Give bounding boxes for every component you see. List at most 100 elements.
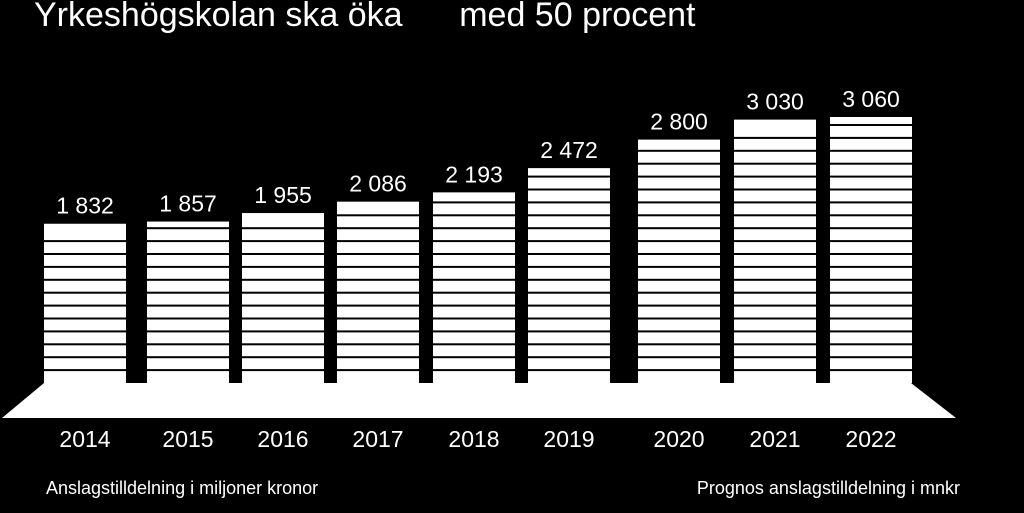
bar-stripe: [830, 124, 912, 126]
chart-floor: [2, 383, 956, 418]
value-label-2017: 2 086: [349, 171, 407, 197]
bar-stripe: [638, 240, 720, 243]
bar-stripe: [528, 214, 610, 217]
bar-stripe: [147, 253, 229, 255]
value-label-2019: 2 472: [540, 137, 598, 163]
bar-stripe: [242, 240, 324, 243]
bar-stripe: [830, 227, 912, 230]
bar-stripe: [337, 278, 419, 281]
bar-stripe: [242, 356, 324, 359]
bar-stripe: [734, 136, 816, 139]
bar-stripe: [830, 149, 912, 152]
bar-stripe: [638, 369, 720, 372]
bar-stripe: [147, 330, 229, 333]
bar-stripe: [242, 227, 324, 230]
bar-rect: [433, 192, 515, 383]
bar-stripe: [734, 149, 816, 152]
bar-stripe: [734, 201, 816, 204]
bar-stripe: [528, 253, 610, 255]
bar-2016: [242, 213, 324, 383]
bar-stripe: [337, 227, 419, 230]
bar-stripe: [337, 214, 419, 217]
bar-stripe: [734, 343, 816, 346]
bar-stripe: [734, 253, 816, 255]
bar-stripe: [337, 291, 419, 294]
bar-stripe: [433, 304, 515, 307]
bar-stripe: [242, 343, 324, 346]
bar-stripe: [337, 240, 419, 243]
bar-stripe: [528, 356, 610, 359]
bar-stripe: [433, 253, 515, 255]
bar-stripe: [242, 265, 324, 268]
bar-stripe: [433, 214, 515, 217]
bar-stripe: [147, 304, 229, 307]
bar-stripe: [830, 253, 912, 255]
bar-stripe: [337, 356, 419, 359]
bar-rect: [147, 221, 229, 383]
bar-stripe: [830, 265, 912, 268]
bar-stripe: [638, 317, 720, 320]
bar-stripe: [734, 214, 816, 217]
bar-stripe: [830, 278, 912, 281]
bar-stripe: [830, 317, 912, 320]
bar-stripe: [638, 356, 720, 359]
bar-stripe: [734, 317, 816, 320]
bar-stripe: [528, 330, 610, 333]
value-label-2022: 3 060: [842, 86, 900, 112]
bar-stripe: [528, 188, 610, 191]
bar-stripe: [337, 304, 419, 307]
bar-stripe: [242, 291, 324, 294]
bar-stripe: [638, 162, 720, 165]
bar-stripe: [734, 304, 816, 307]
bar-stripe: [433, 291, 515, 294]
bar-stripe: [638, 253, 720, 255]
bar-stripe: [638, 330, 720, 333]
bar-stripe: [528, 175, 610, 178]
bar-stripe: [147, 278, 229, 281]
bar-stripe: [734, 240, 816, 243]
x-tick-label-2018: 2018: [448, 426, 499, 452]
bar-stripe: [44, 369, 126, 372]
bar-stripe: [528, 227, 610, 230]
bar-stripe: [44, 265, 126, 268]
x-tick-label-2021: 2021: [749, 426, 800, 452]
bar-stripe: [44, 278, 126, 281]
bar-stripe: [830, 162, 912, 165]
bar-stripe: [147, 291, 229, 294]
bar-stripe: [528, 240, 610, 243]
bar-stripe: [337, 343, 419, 346]
bar-stripe: [433, 265, 515, 268]
bar-2020: [638, 139, 720, 383]
bar-stripe: [528, 317, 610, 320]
bar-stripe: [44, 356, 126, 359]
bars-group: [44, 117, 912, 383]
forecast-note: Prognos anslagstilldelning i mnkr: [696, 478, 960, 498]
bar-stripe: [528, 278, 610, 281]
value-label-2015: 1 857: [159, 191, 217, 217]
bar-stripe: [830, 214, 912, 217]
bar-stripe: [830, 369, 912, 372]
unit-note: Anslagstilldelning i miljoner kronor: [46, 478, 319, 498]
bar-stripe: [337, 317, 419, 320]
x-tick-label-2016: 2016: [257, 426, 308, 452]
bar-stripe: [734, 330, 816, 333]
bar-stripe: [638, 149, 720, 152]
bar-stripe: [830, 240, 912, 243]
bar-stripe: [337, 369, 419, 372]
bar-stripe: [638, 175, 720, 178]
bar-stripe: [147, 227, 229, 230]
bar-stripe: [433, 343, 515, 346]
bar-stripe: [147, 343, 229, 346]
bar-stripe: [433, 227, 515, 230]
bar-2017: [337, 201, 419, 383]
bar-stripe: [638, 291, 720, 294]
bar-stripe: [337, 265, 419, 268]
bar-stripe: [528, 265, 610, 268]
bar-stripe: [44, 291, 126, 294]
bar-stripe: [830, 343, 912, 346]
bar-stripe: [638, 214, 720, 217]
bar-stripe: [147, 317, 229, 320]
value-label-2016: 1 955: [254, 182, 312, 208]
bar-stripe: [433, 278, 515, 281]
bar-stripe: [528, 304, 610, 307]
